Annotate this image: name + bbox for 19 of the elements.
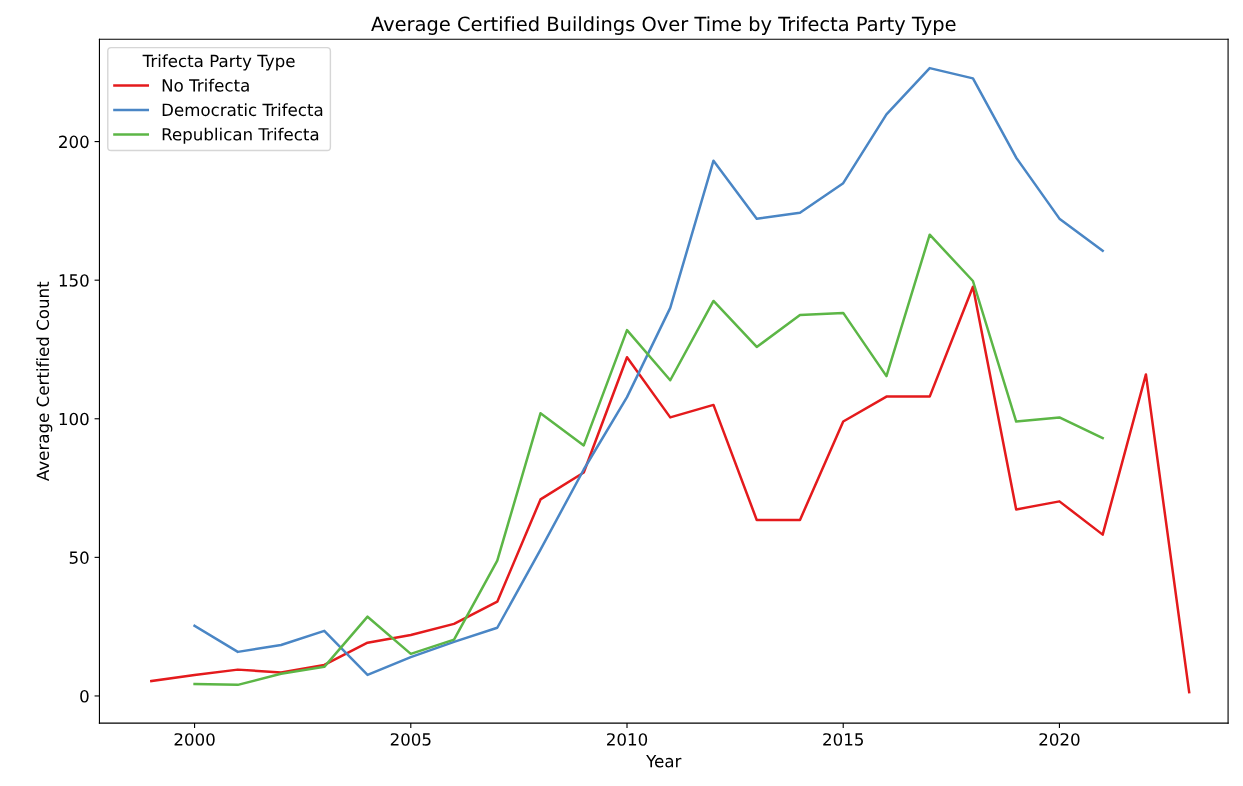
legend-label: Republican Trifecta: [162, 127, 319, 144]
y-tick-label: 100: [59, 412, 89, 426]
line-series: [193, 233, 1104, 687]
x-tick-label: 2005: [390, 733, 431, 746]
y-tick-label: 150: [59, 274, 89, 287]
y-tick-label: 50: [69, 551, 89, 564]
legend-label: No Trifecta: [162, 78, 249, 92]
legend-title: Trifecta Party Type: [142, 54, 295, 71]
y-axis-title: Average Certified Count: [36, 281, 53, 481]
line-series: [150, 285, 1191, 694]
x-tick-label: 2000: [174, 733, 215, 746]
x-tick-label: 2020: [1039, 733, 1080, 746]
x-tick-label: 2015: [823, 733, 863, 746]
legend-label: Democratic Trifecta: [162, 103, 323, 117]
y-tick-label: 0: [80, 689, 89, 703]
x-axis-title: Year: [646, 755, 682, 768]
x-tick-label: 2010: [607, 733, 648, 746]
y-tick-label: 200: [59, 135, 89, 149]
chart-title: Average Certified Buildings Over Time by Trifecta Party Type: [371, 16, 956, 36]
